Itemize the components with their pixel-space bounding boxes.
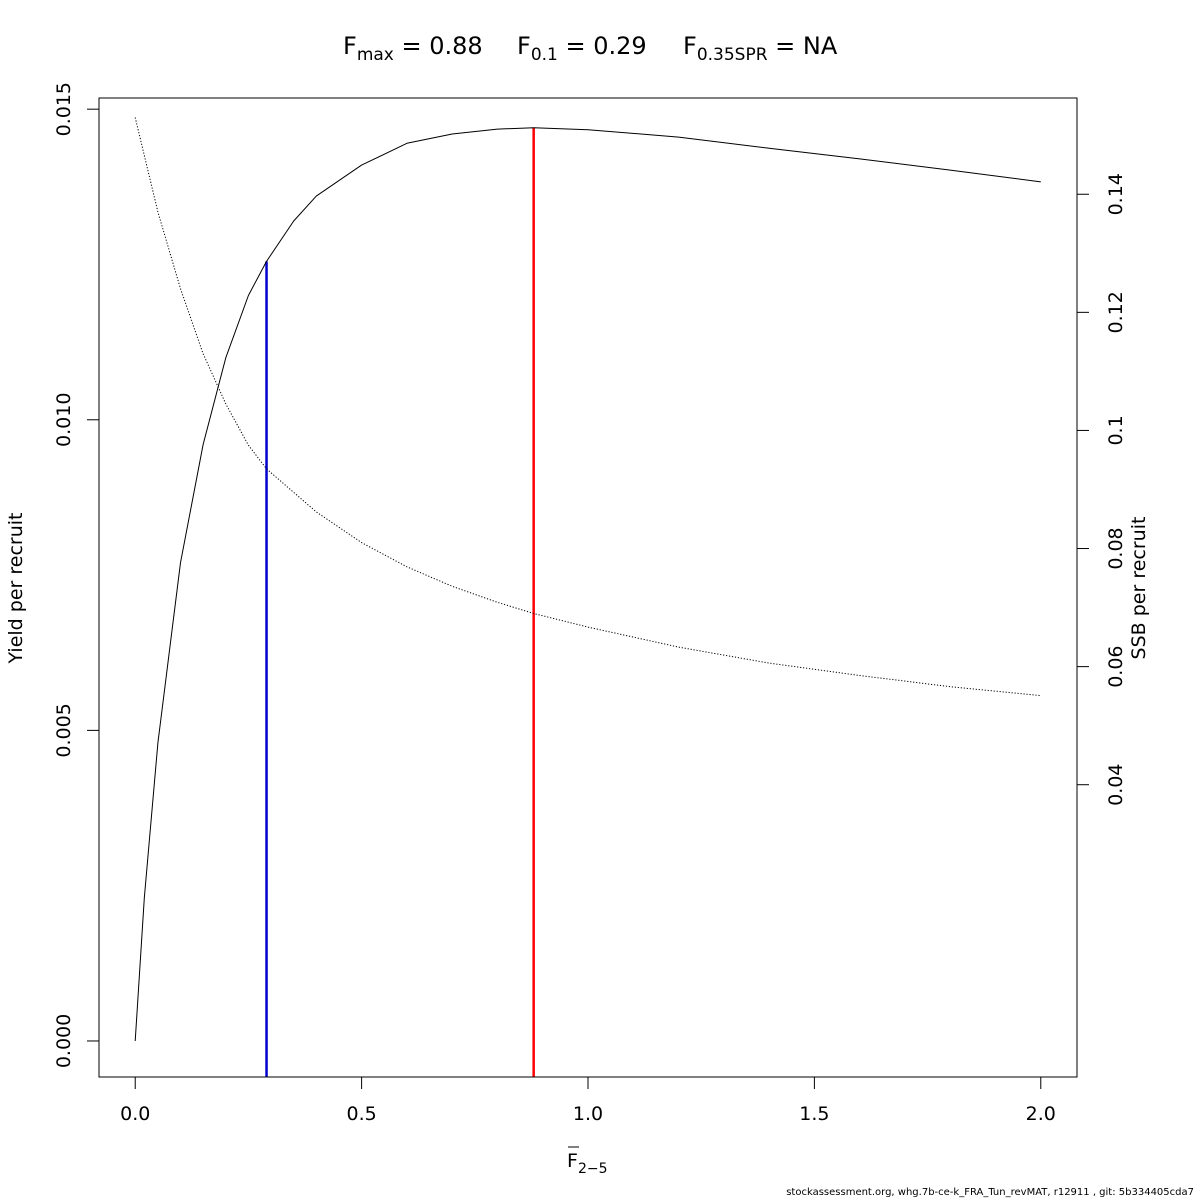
- title-fspr: F0.35SPR = NA: [683, 32, 838, 65]
- title-fmax: Fmax = 0.88: [343, 32, 483, 65]
- yield-per-recruit-line: [134, 127, 1041, 1042]
- x-tick-label: 0.0: [120, 1103, 150, 1125]
- footer-source: stockassessment.org, whg.7b-ce-k_FRA_Tun…: [786, 1187, 1194, 1198]
- y2-tick-label: 0.1: [1105, 415, 1127, 445]
- y2-axis-label: SSB per recruit: [1128, 517, 1150, 660]
- title-f01: F0.1 = 0.29: [517, 32, 647, 65]
- y2-tick-label: 0.08: [1105, 527, 1127, 569]
- y-tick-label: 0.015: [53, 82, 75, 136]
- svg-text:F2−5: F2−5: [567, 1150, 607, 1177]
- y-tick-label: 0.010: [53, 393, 75, 447]
- x-tick-label: 0.5: [347, 1103, 377, 1125]
- x-axis-label-sub: 2−5: [578, 1161, 608, 1177]
- y2-tick-label: 0.12: [1105, 291, 1127, 333]
- y2-tick-label: 0.06: [1105, 645, 1127, 687]
- x-tick-label: 2.0: [1026, 1103, 1056, 1125]
- y-tick-label: 0.000: [53, 1014, 75, 1068]
- y2-tick-label: 0.14: [1105, 173, 1127, 215]
- plot-frame: [98, 97, 1078, 1078]
- x-axis-label-main: F: [567, 1150, 578, 1172]
- x-axis-label: F2−5: [567, 1146, 607, 1177]
- x-tick-label: 1.5: [799, 1103, 829, 1125]
- y-axis-label: Yield per recruit: [5, 513, 27, 665]
- ssb-per-recruit-line: [134, 117, 1041, 697]
- x-tick-label: 1.0: [573, 1103, 603, 1125]
- y2-tick-label: 0.04: [1105, 764, 1127, 806]
- y-tick-label: 0.005: [53, 703, 75, 757]
